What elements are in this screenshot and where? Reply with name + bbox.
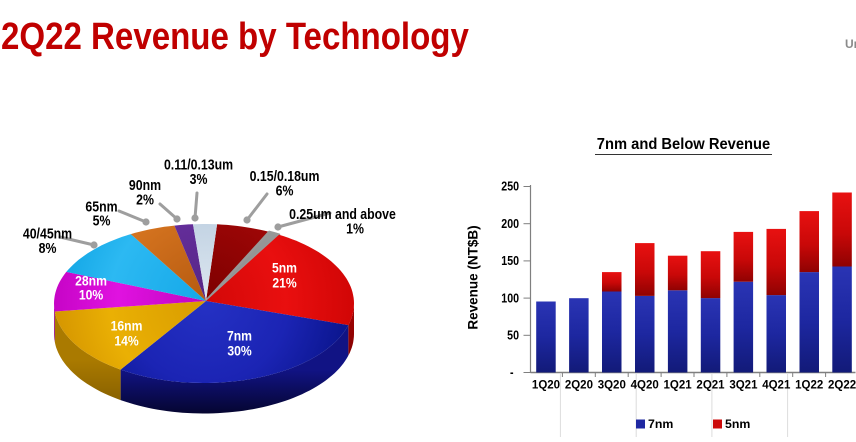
svg-text:3%: 3% (190, 171, 208, 187)
svg-text:7nm: 7nm (648, 417, 673, 431)
svg-text:8%: 8% (39, 240, 57, 256)
svg-text:1Q22: 1Q22 (795, 380, 823, 392)
svg-text:-: - (510, 366, 514, 380)
svg-text:7nm and Below Revenue: 7nm and Below Revenue (597, 136, 770, 153)
svg-text:10%: 10% (79, 287, 104, 303)
svg-text:150: 150 (501, 254, 519, 268)
svg-text:21%: 21% (272, 275, 297, 291)
svg-text:2Q20: 2Q20 (565, 380, 593, 392)
svg-text:1Q21: 1Q21 (664, 380, 693, 392)
svg-text:28nm: 28nm (75, 273, 107, 289)
svg-text:0.25um and above: 0.25um and above (289, 206, 396, 222)
svg-text:2Q21: 2Q21 (696, 380, 725, 392)
svg-text:3Q20: 3Q20 (598, 380, 626, 392)
svg-text:3Q21: 3Q21 (729, 380, 758, 392)
svg-text:6%: 6% (276, 183, 294, 199)
svg-text:100: 100 (501, 292, 519, 306)
svg-text:14%: 14% (114, 333, 139, 349)
svg-text:0.15/0.18um: 0.15/0.18um (250, 168, 320, 184)
svg-text:0.11/0.13um: 0.11/0.13um (164, 157, 233, 173)
svg-text:16nm: 16nm (111, 318, 143, 334)
svg-text:200: 200 (501, 217, 519, 231)
svg-text:50: 50 (507, 329, 519, 343)
svg-text:1%: 1% (346, 221, 364, 237)
svg-text:30%: 30% (227, 343, 252, 359)
svg-text:Revenue (NT$B): Revenue (NT$B) (466, 225, 481, 329)
svg-text:4Q20: 4Q20 (631, 380, 659, 392)
svg-text:5nm: 5nm (725, 417, 750, 431)
svg-text:65nm: 65nm (85, 199, 117, 215)
svg-text:2Q22: 2Q22 (828, 380, 856, 392)
svg-text:7nm: 7nm (227, 328, 252, 344)
svg-text:2%: 2% (136, 192, 154, 208)
svg-text:5%: 5% (93, 213, 111, 229)
svg-text:90nm: 90nm (129, 177, 161, 193)
svg-text:5nm: 5nm (272, 260, 297, 276)
svg-text:4Q21: 4Q21 (762, 380, 791, 392)
svg-text:250: 250 (501, 180, 519, 194)
svg-text:40/45nm: 40/45nm (23, 226, 72, 242)
svg-text:1Q20: 1Q20 (532, 380, 560, 392)
